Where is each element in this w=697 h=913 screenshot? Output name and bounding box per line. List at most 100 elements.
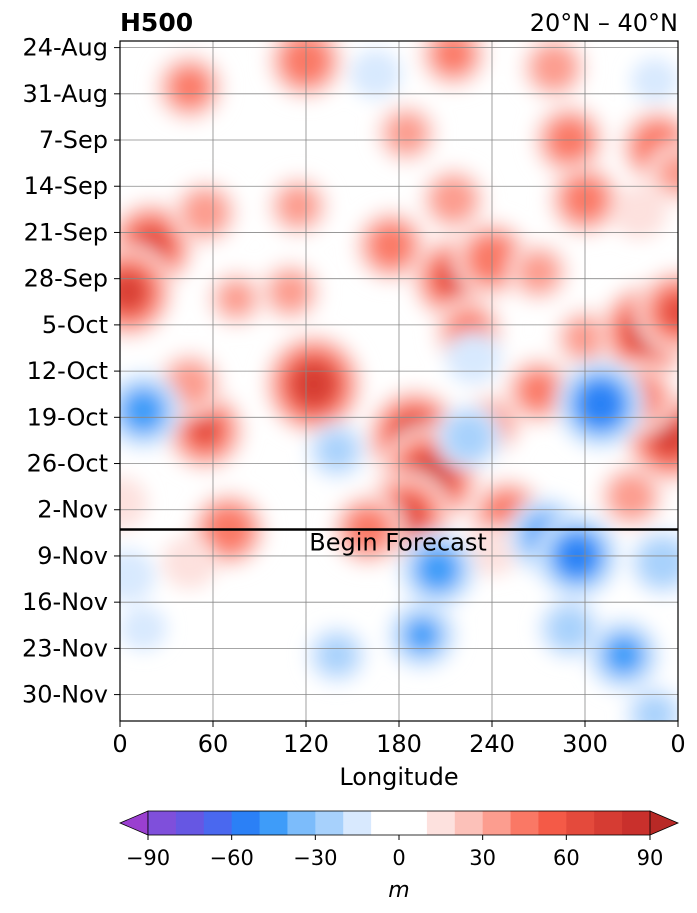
anomaly-center-positive — [520, 41, 588, 101]
y-tick-label: 28-Sep — [24, 265, 108, 293]
anomaly-center-positive — [354, 208, 429, 283]
anomaly-contour — [182, 189, 229, 236]
y-tick-label: 14-Sep — [24, 172, 108, 200]
anomaly-contour — [611, 186, 667, 240]
anomaly-center-positive — [420, 166, 487, 233]
y-tick-label: 23-Nov — [22, 634, 108, 662]
y-tick-label: 12-Oct — [27, 357, 108, 385]
colorbar-segment — [454, 811, 484, 835]
y-tick-label: 26-Oct — [27, 450, 108, 478]
anomaly-center-positive — [375, 102, 439, 165]
colorbar-unit-label: m — [388, 878, 409, 903]
anomaly-center-negative — [120, 606, 167, 651]
y-tick-label: 2-Nov — [37, 496, 108, 524]
x-axis-label: Longitude — [339, 763, 458, 791]
anomaly-center-negative — [398, 530, 477, 609]
anomaly-center-positive — [507, 241, 570, 303]
x-tick-label: 0 — [112, 730, 127, 758]
colorbar-segment — [231, 811, 261, 835]
anomaly-center-positive — [154, 52, 225, 123]
anomaly-center-positive — [120, 476, 148, 530]
anomaly-contour — [416, 548, 459, 591]
anomaly-center-negative — [445, 331, 501, 385]
anomaly-center-positive — [611, 186, 667, 240]
anomaly-contour — [517, 251, 560, 293]
anomaly-contour — [385, 112, 428, 154]
anomaly-center-positive — [206, 269, 266, 328]
y-tick-label: 31-Aug — [22, 80, 108, 108]
anomaly-center-negative — [350, 49, 402, 99]
anomaly-center-positive — [172, 179, 239, 246]
anomaly-center-negative — [435, 404, 502, 470]
anomaly-center-negative — [586, 617, 661, 692]
grid-lines — [120, 41, 678, 721]
x-axis: 0 60 120 180 240 300 0 — [112, 721, 686, 758]
anomaly-contour — [269, 271, 312, 313]
anomaly-contour — [318, 432, 356, 469]
y-tick-label: 30-Nov — [22, 681, 108, 709]
colorbar-tick-label: −90 — [126, 846, 170, 870]
forecast-annotation: Begin Forecast — [309, 529, 487, 557]
colorbar-segment — [203, 811, 233, 835]
colorbar-segment — [343, 811, 372, 835]
anomaly-center-negative — [307, 421, 367, 479]
colorbar: −90 −60 −30 0 30 60 90 — [118, 810, 680, 870]
colorbar-extend-high — [649, 810, 680, 836]
y-tick-label: 9-Nov — [37, 542, 108, 570]
anomaly-center-positive — [263, 332, 365, 437]
anomaly-center-positive — [259, 261, 322, 323]
anomaly-center-negative — [120, 371, 183, 450]
colorbar-tick-label: −30 — [293, 846, 337, 870]
colorbar-tick-label: 60 — [553, 846, 580, 870]
colorbar-tick-label: 0 — [392, 846, 405, 870]
x-tick-label: 120 — [283, 730, 329, 758]
colorbar-segment — [622, 811, 651, 835]
anomaly-center-positive — [120, 244, 175, 340]
colorbar-tick-label: −60 — [210, 846, 254, 870]
x-tick-label: 240 — [469, 730, 515, 758]
x-tick-label: 180 — [376, 730, 422, 758]
colorbar-extend-low — [118, 810, 149, 836]
anomaly-contour — [445, 331, 501, 385]
anomaly-center-positive — [598, 463, 665, 530]
anomaly-contour — [295, 365, 333, 404]
anomaly-field — [120, 41, 678, 721]
anomaly-contour — [120, 549, 156, 603]
anomaly-contour — [120, 606, 167, 651]
anomaly-contour — [190, 415, 220, 446]
anomaly-contour — [639, 539, 678, 586]
anomaly-center-negative — [387, 600, 458, 671]
anomaly-contour — [605, 636, 643, 674]
anomaly-contour — [548, 608, 591, 650]
y-tick-label: 16-Nov — [22, 588, 108, 616]
anomaly-center-negative — [307, 626, 367, 684]
colorbar-segment — [482, 811, 512, 835]
anomaly-center-negative — [629, 529, 678, 596]
colorbar-segment — [148, 811, 177, 835]
anomaly-contour — [656, 423, 678, 452]
colorbar-segment — [566, 811, 595, 835]
colorbar-segment — [315, 811, 344, 835]
anomaly-contour — [430, 176, 477, 223]
anomaly-contour — [657, 152, 678, 194]
anomaly-center-positive — [418, 41, 489, 90]
colorbar-tick-label: 30 — [469, 846, 496, 870]
anomaly-center-positive — [635, 268, 678, 355]
anomaly-center-negative — [555, 358, 646, 450]
anomaly-contour — [120, 277, 142, 306]
colorbar-segment — [175, 811, 205, 835]
x-tick-label: 60 — [198, 730, 229, 758]
x-tick-label: 0 — [670, 730, 685, 758]
anomaly-center-positive — [646, 142, 678, 204]
colorbar-segment — [594, 811, 623, 835]
anomaly-contour — [522, 375, 555, 407]
anomaly-contour — [660, 294, 678, 329]
colorbar-segment — [287, 811, 316, 835]
chart-subtitle: 20°N – 40°N — [530, 9, 678, 37]
anomaly-contour — [120, 476, 148, 530]
anomaly-contour — [318, 637, 356, 673]
anomaly-contour — [217, 280, 255, 317]
colorbar-segment — [371, 811, 428, 835]
x-tick-label: 300 — [562, 730, 608, 758]
